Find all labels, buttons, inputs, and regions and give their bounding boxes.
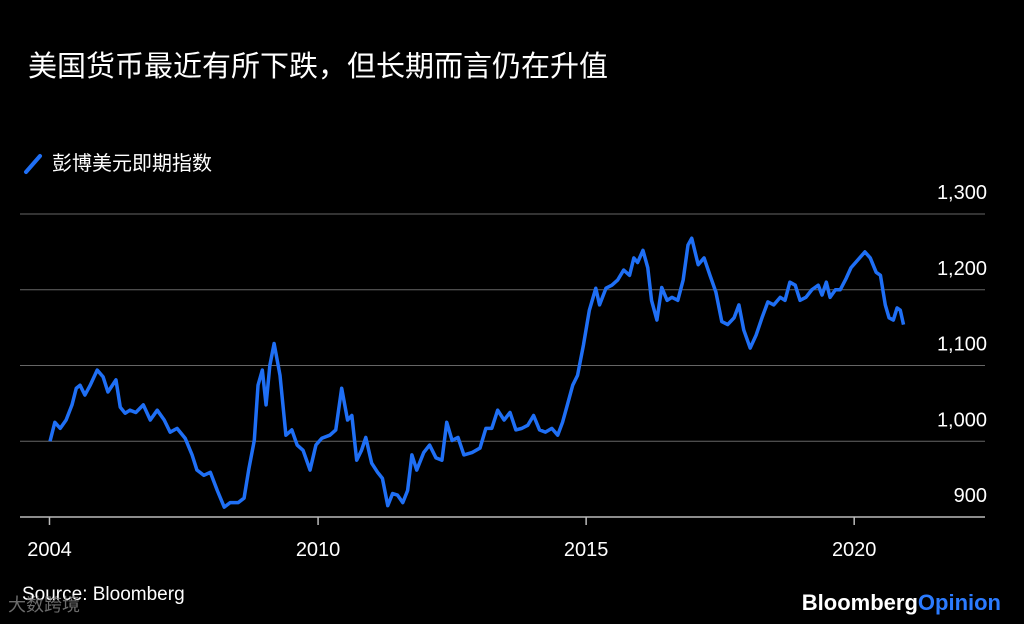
legend-swatch — [24, 154, 42, 174]
chart-title: 美国货币最近有所下跌，但长期而言仍在升值 — [28, 50, 608, 83]
y-tick-label: 1,200 — [937, 258, 987, 280]
source: Source: Bloomberg — [22, 584, 185, 605]
brand-section: Opinion — [918, 590, 1001, 615]
x-tick-label: 2010 — [296, 539, 341, 561]
y-tick-label: 1,300 — [937, 182, 987, 204]
legend-label: 彭博美元即期指数 — [52, 152, 212, 175]
x-tick-label: 2004 — [27, 539, 72, 561]
y-tick-label: 1,100 — [937, 334, 987, 356]
watermark: 大数跨境 — [8, 595, 80, 615]
y-tick-label: 900 — [954, 485, 987, 507]
data-line — [48, 236, 906, 509]
x-tick-label: 2020 — [832, 539, 877, 561]
x-tick-label: 2015 — [564, 539, 609, 561]
brand-name: Bloomberg — [802, 590, 918, 615]
brand-logo: BloombergOpinion — [802, 590, 1001, 615]
y-tick-label: 1,000 — [937, 409, 987, 431]
